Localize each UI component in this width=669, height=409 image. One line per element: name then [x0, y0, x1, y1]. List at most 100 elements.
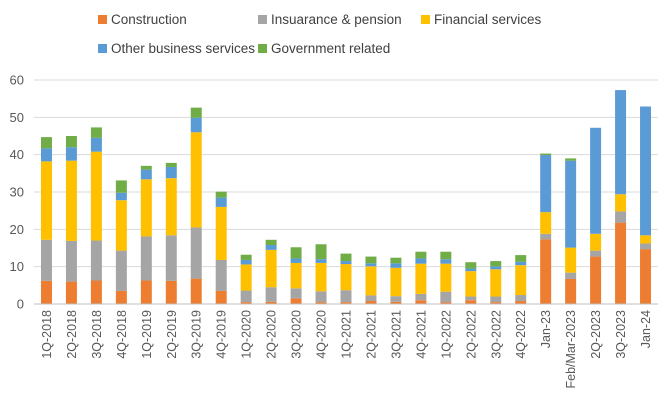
bar-segment-insuarance-pension	[290, 288, 302, 299]
bar-segment-construction	[290, 298, 302, 304]
bar-segment-other-business-services	[65, 147, 77, 161]
bar-segment-government-related	[265, 239, 277, 246]
bar-segment-other-business-services	[115, 192, 127, 201]
bar-segment-financial-services	[390, 267, 402, 297]
bar-segment-financial-services	[165, 178, 177, 236]
bar-segment-construction	[115, 290, 127, 304]
bar-segment-construction	[365, 301, 377, 304]
bar-segment-other-business-services	[590, 127, 602, 234]
bar-segment-insuarance-pension	[515, 295, 527, 302]
bar-segment-insuarance-pension	[390, 296, 402, 302]
y-tick-label: 40	[10, 147, 24, 162]
bar-segment-construction	[90, 280, 102, 304]
bar-segment-insuarance-pension	[615, 211, 627, 223]
bar-segment-construction	[215, 290, 227, 304]
bar-segment-construction	[615, 222, 627, 304]
bar-segment-government-related	[315, 244, 327, 260]
bar-segment-construction	[40, 280, 52, 304]
bar-segment-other-business-services	[490, 266, 502, 270]
bars	[34, 90, 658, 305]
bar-segment-construction	[415, 300, 427, 304]
legend-item-construction: Construction	[98, 12, 187, 27]
bar-segment-financial-services	[440, 263, 452, 292]
bar-segment-financial-services	[140, 179, 152, 237]
bar-segment-other-business-services	[90, 137, 102, 152]
bar-segment-government-related	[215, 191, 227, 198]
bar-segment-government-related	[290, 247, 302, 259]
bar-segment-government-related	[390, 257, 402, 264]
bar-segment-insuarance-pension	[115, 250, 127, 291]
bar-segment-insuarance-pension	[640, 243, 652, 250]
bar-segment-insuarance-pension	[140, 236, 152, 281]
bar-segment-construction	[65, 281, 77, 304]
bar-segment-financial-services	[190, 132, 202, 228]
bar-segment-other-business-services	[265, 245, 277, 250]
bar-segment-other-business-services	[415, 258, 427, 264]
bar-segment-insuarance-pension	[315, 291, 327, 303]
x-tick-label: 2Q-2021	[364, 310, 378, 359]
bar-segment-construction	[140, 280, 152, 304]
bar-segment-other-business-services	[515, 261, 527, 266]
bar-segment-financial-services	[215, 206, 227, 260]
bar-segment-financial-services	[40, 161, 52, 240]
bar-segment-construction	[165, 280, 177, 304]
bar-segment-government-related	[140, 165, 152, 170]
legend-label: Construction	[111, 12, 187, 27]
x-axis-tick-labels: 1Q-2018 2Q-2018 3Q-2018 4Q-2018 1Q-2019 2Q-20…	[40, 310, 653, 389]
bar-segment-other-business-services	[365, 263, 377, 267]
bar-segment-insuarance-pension	[165, 235, 177, 281]
bar-segment-insuarance-pension	[465, 296, 477, 301]
bar-segment-construction	[540, 239, 552, 304]
bar-segment-financial-services	[90, 151, 102, 241]
bar-segment-insuarance-pension	[565, 272, 577, 279]
x-tick-label: 3Q-2019	[190, 310, 204, 359]
legend-item-government-related: Government related	[258, 41, 390, 56]
bar-segment-other-business-services	[465, 268, 477, 272]
bar-segment-other-business-services	[190, 117, 202, 133]
x-tick-label: 4Q-2020	[315, 310, 329, 359]
x-tick-label: 2Q-2020	[265, 310, 279, 359]
bar-segment-government-related	[90, 127, 102, 138]
bar-segment-other-business-services	[315, 259, 327, 263]
bar-segment-financial-services	[515, 265, 527, 296]
bar-segment-financial-services	[640, 235, 652, 244]
bar-segment-construction	[390, 301, 402, 304]
bar-segment-government-related	[40, 137, 52, 149]
bar-segment-insuarance-pension	[590, 250, 602, 257]
bar-segment-insuarance-pension	[540, 233, 552, 240]
legend-swatch-financial-services	[421, 15, 430, 24]
bar-segment-other-business-services	[640, 106, 652, 236]
y-axis-tick-labels: 0 10 20 30 40 50 60	[10, 73, 24, 312]
y-tick-label: 10	[10, 259, 24, 274]
bar-segment-government-related	[440, 251, 452, 260]
bar-segment-construction	[590, 256, 602, 304]
bar-segment-construction	[240, 302, 252, 304]
x-tick-label: 4Q-2022	[514, 310, 528, 359]
bar-segment-insuarance-pension	[365, 295, 377, 302]
x-tick-label: 2Q-2023	[589, 310, 603, 359]
x-tick-label: 3Q-2018	[90, 310, 104, 359]
bar-segment-insuarance-pension	[265, 287, 277, 302]
x-tick-label: 3Q-2020	[290, 310, 304, 359]
x-tick-label: 3Q-2021	[389, 310, 403, 359]
bar-segment-financial-services	[115, 200, 127, 251]
bar-segment-other-business-services	[565, 160, 577, 248]
bar-segment-other-business-services	[165, 166, 177, 179]
legend-item-other-business-services: Other business services	[98, 41, 255, 56]
bar-segment-financial-services	[265, 249, 277, 288]
x-tick-label: 1Q-2020	[240, 310, 254, 359]
legend-label: Government related	[271, 41, 391, 56]
x-tick-label: 2Q-2019	[165, 310, 179, 359]
x-tick-label: 4Q-2021	[414, 310, 428, 359]
bar-segment-insuarance-pension	[440, 291, 452, 303]
bar-segment-other-business-services	[440, 259, 452, 264]
x-tick-label: 1Q-2019	[140, 310, 154, 359]
legend: Construction Insuarance & pension Financ…	[0, 0, 669, 70]
legend-swatch-insurance-pension	[258, 15, 267, 24]
bar-segment-other-business-services	[140, 169, 152, 180]
bar-segment-insuarance-pension	[415, 293, 427, 301]
bar-segment-financial-services	[290, 262, 302, 289]
bar-segment-financial-services	[540, 212, 552, 234]
bar-segment-insuarance-pension	[40, 239, 52, 281]
